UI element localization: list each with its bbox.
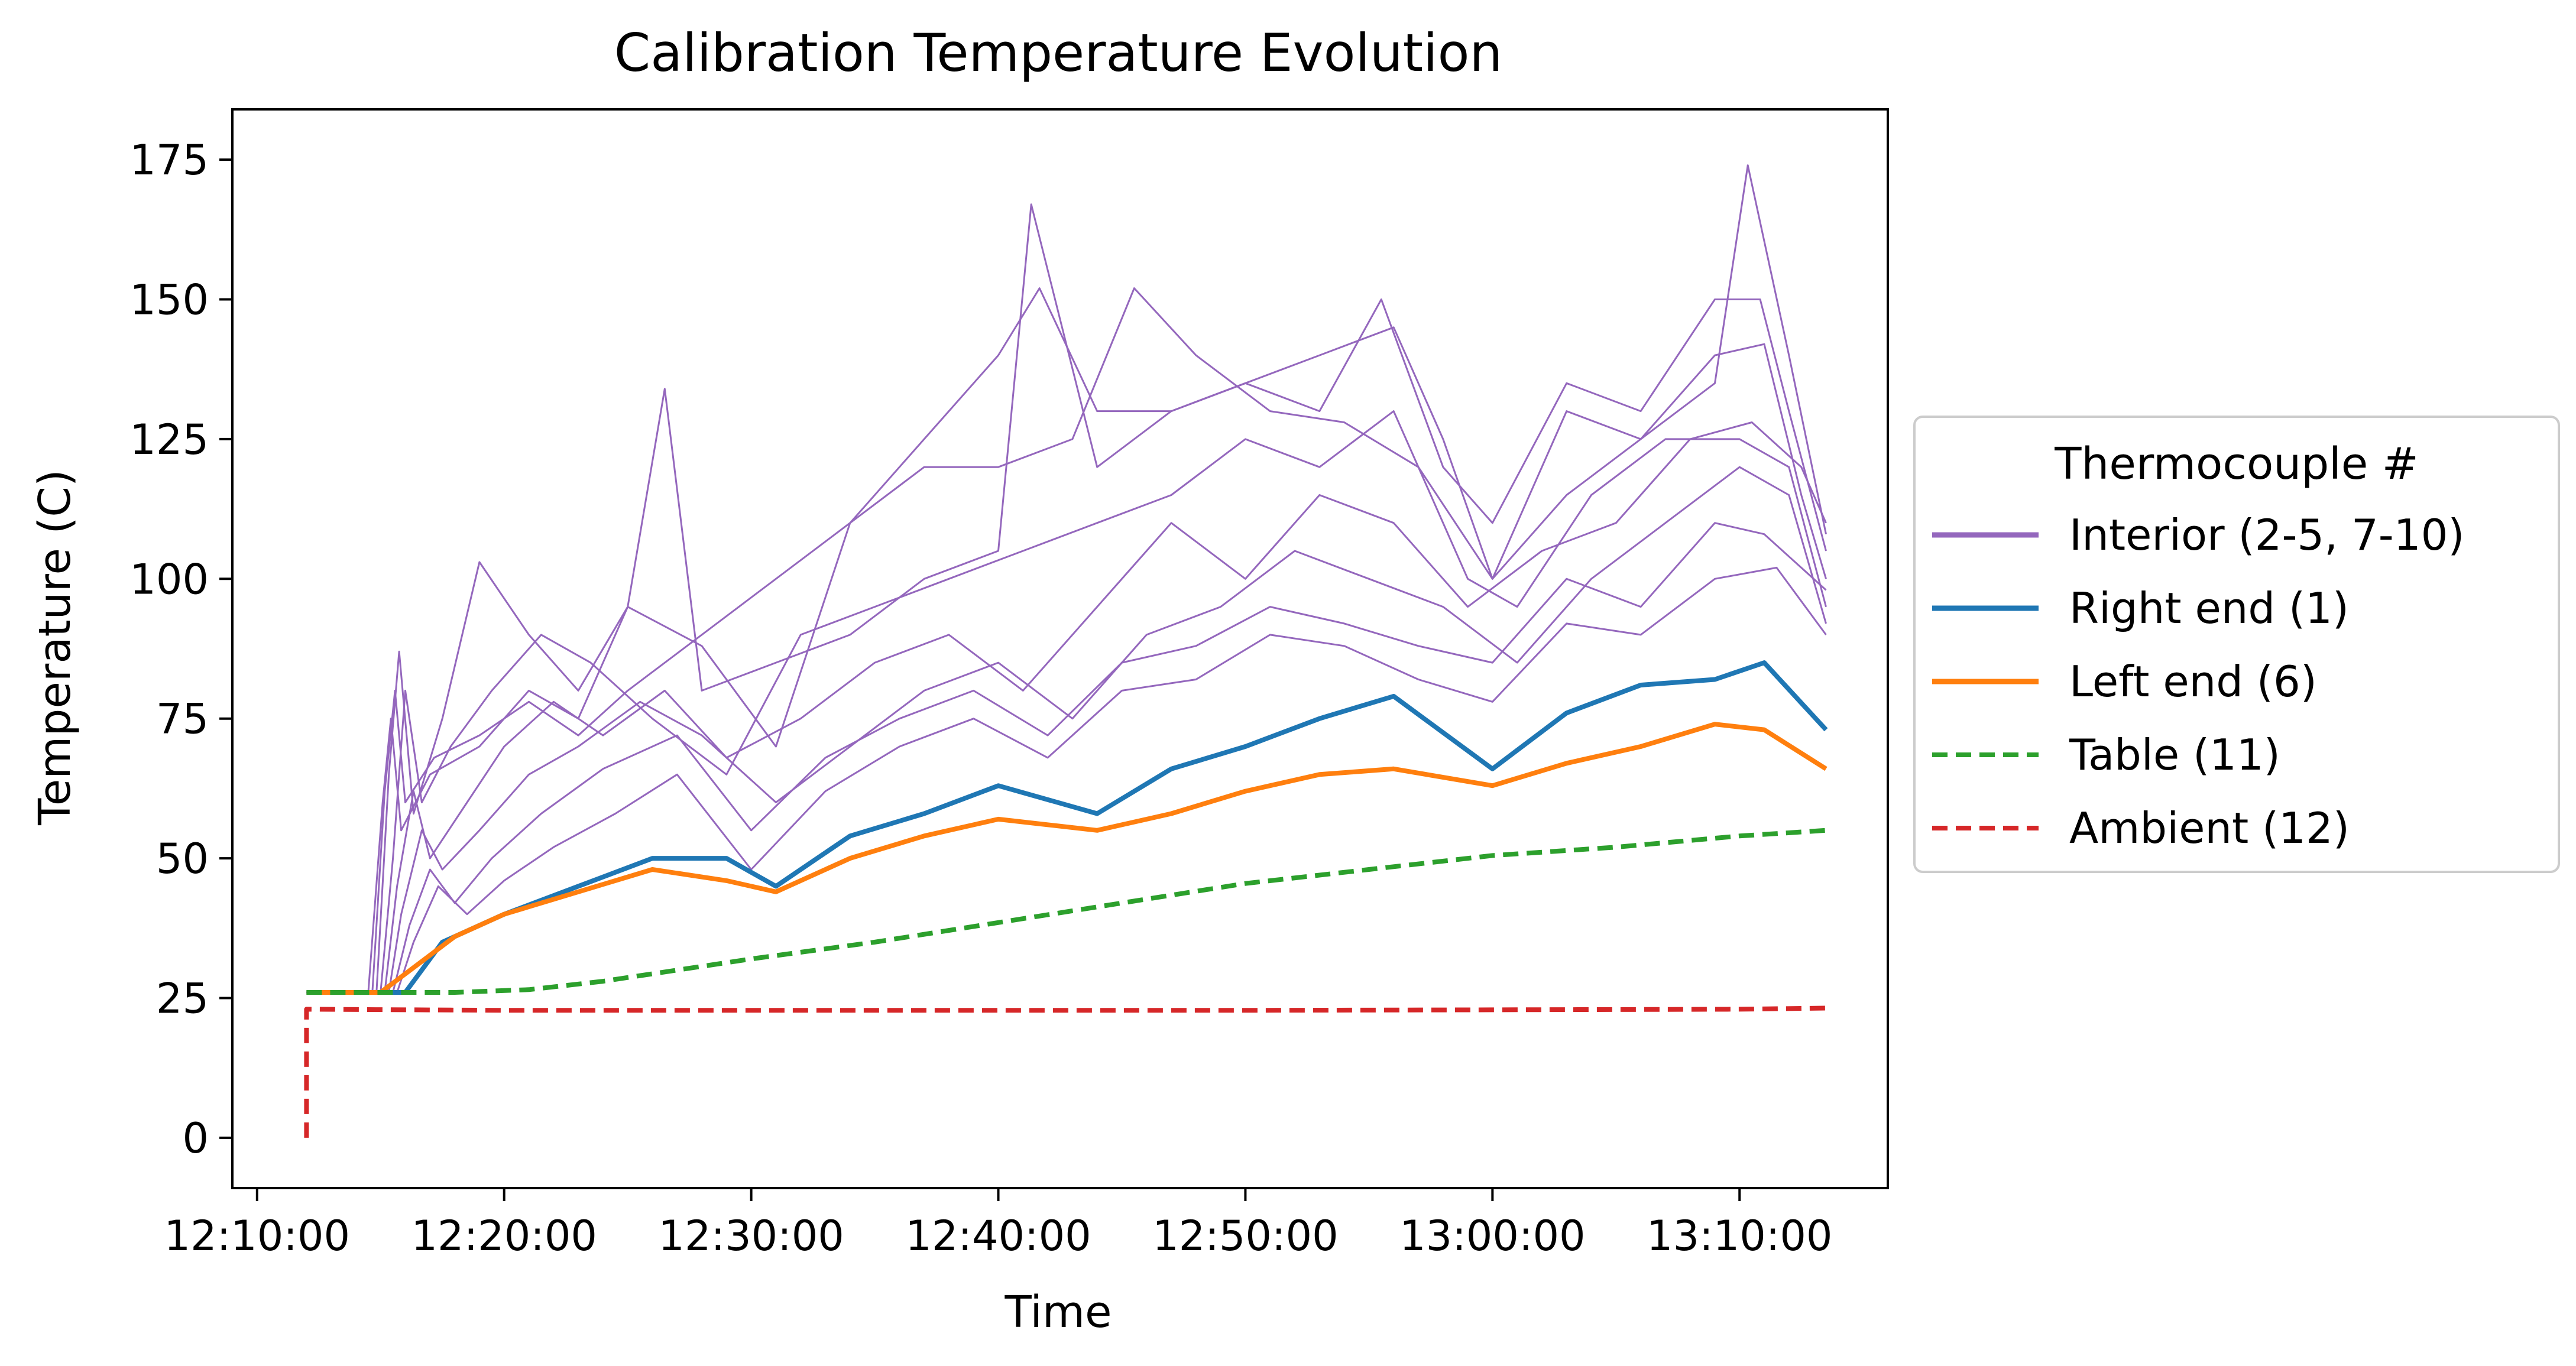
y-tick-label: 125 — [129, 416, 209, 464]
x-tick-label: 12:30:00 — [658, 1212, 844, 1260]
interior-line-1 — [306, 164, 1827, 994]
legend-label: Table (11) — [2069, 730, 2280, 780]
series-line-left-end-6 — [306, 722, 1827, 995]
legend: Thermocouple # Interior (2-5, 7-10) Right… — [1913, 416, 2560, 873]
axes-frame — [231, 108, 1889, 1189]
y-tick-label: 100 — [129, 555, 209, 603]
x-ticks: 12:10:00 12:20:00 12:30:00 12:40:00 12:50:00… — [164, 1188, 1832, 1260]
x-tick-label: 12:40:00 — [905, 1212, 1091, 1260]
series-line-table-11 — [306, 828, 1826, 995]
chart-title: Calibration Temperature Evolution — [614, 22, 1503, 83]
interior-line-6 — [306, 466, 1827, 994]
y-tick-label: 150 — [129, 276, 209, 325]
legend-label: Left end (6) — [2069, 657, 2317, 706]
y-tick-label: 50 — [156, 835, 209, 883]
interior-line-2 — [306, 287, 1827, 994]
y-tick-label: 0 — [182, 1114, 209, 1163]
y-tick-label: 75 — [156, 695, 209, 744]
plot-area — [231, 108, 1889, 1189]
legend-title: Thermocouple # — [2054, 439, 2419, 489]
x-tick-label: 13:00:00 — [1399, 1212, 1585, 1260]
y-ticks: 0 25 50 75 100 125 150 175 — [129, 136, 232, 1163]
interior-line-3 — [306, 287, 1827, 994]
interior-line-5 — [306, 421, 1827, 994]
legend-label: Ambient (12) — [2069, 803, 2350, 853]
x-tick-label: 13:10:00 — [1647, 1212, 1832, 1260]
x-axis-label: Time — [1004, 1287, 1112, 1338]
legend-entries: Interior (2-5, 7-10) Right end (1) Left en… — [1932, 510, 2465, 853]
x-tick-label: 12:20:00 — [411, 1212, 597, 1260]
series-layer — [304, 164, 1828, 1138]
y-tick-label: 175 — [129, 136, 209, 184]
series-line-right-end-1 — [306, 660, 1828, 995]
y-axis-label: Temperature (C) — [30, 469, 80, 826]
series-line-ambient-12 — [304, 1005, 1826, 1138]
x-tick-label: 12:50:00 — [1152, 1212, 1338, 1260]
y-tick-label: 25 — [156, 974, 209, 1023]
interior-line-8 — [306, 566, 1827, 994]
interior-line-4 — [306, 410, 1827, 994]
x-tick-label: 12:10:00 — [164, 1212, 350, 1260]
legend-label: Right end (1) — [2069, 583, 2349, 633]
legend-frame — [1913, 416, 2560, 873]
legend-label: Interior (2-5, 7-10) — [2069, 510, 2465, 560]
